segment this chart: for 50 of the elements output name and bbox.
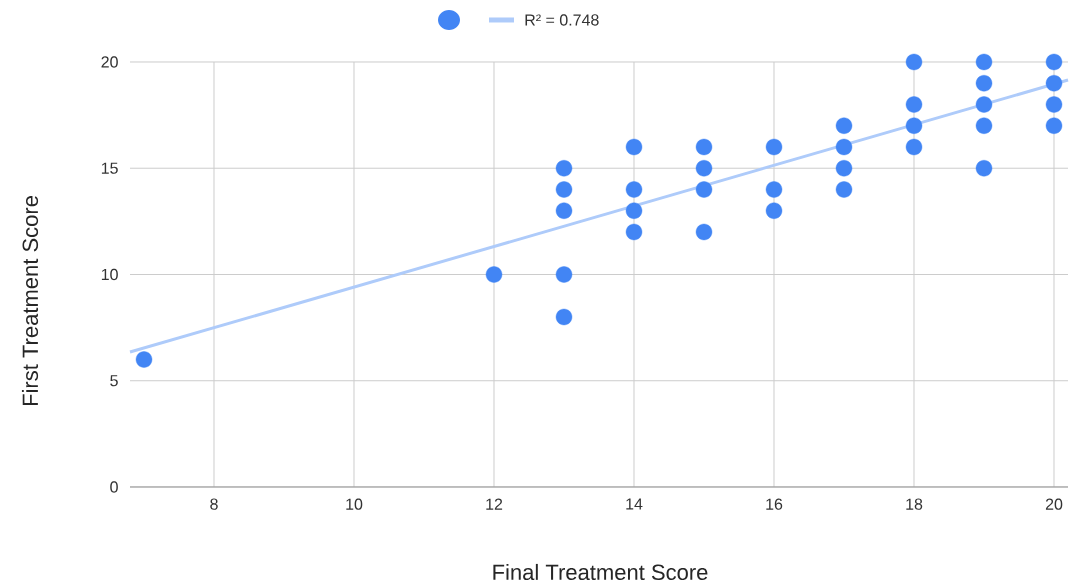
point: [625, 202, 643, 219]
point: [905, 138, 923, 156]
y-tick-label: 20: [101, 56, 118, 68]
point: [835, 138, 853, 156]
point: [555, 308, 573, 326]
point: [975, 53, 993, 71]
point: [1045, 96, 1063, 113]
point: [555, 160, 573, 177]
y-axis-title: First Treatment Score: [21, 196, 39, 406]
point: [1045, 117, 1063, 134]
x-tick-label: 10: [346, 498, 363, 510]
point: [625, 138, 643, 156]
point: [905, 117, 923, 134]
y-tick-label: 10: [101, 268, 118, 281]
x-tick-label: 14: [626, 498, 643, 510]
x-tick-label: 12: [486, 498, 503, 510]
x-tick-label: 20: [1045, 498, 1063, 510]
point: [835, 160, 853, 177]
point: [695, 181, 713, 198]
point: [555, 202, 573, 219]
point: [975, 160, 993, 177]
point: [485, 266, 503, 283]
point: [905, 53, 923, 71]
x-axis-title: Final Treatment Score: [493, 563, 708, 581]
x-tick-label: 8: [210, 498, 218, 510]
x-tick-label: 16: [766, 498, 783, 510]
legend-label: R² = 0.748: [525, 14, 599, 26]
point: [135, 351, 153, 368]
point: [975, 75, 993, 92]
point: [625, 181, 643, 198]
point: [1045, 53, 1063, 71]
y-tick-label: 15: [101, 162, 118, 174]
point: [975, 117, 993, 134]
point: [555, 266, 573, 283]
point: [695, 138, 713, 156]
point: [1045, 75, 1063, 92]
point: [695, 223, 713, 241]
point: [835, 181, 853, 198]
point: [975, 96, 993, 113]
y-tick-label: 5: [110, 375, 118, 387]
point: [765, 138, 783, 156]
point: [555, 181, 573, 198]
point: [765, 181, 783, 198]
point: [905, 96, 923, 113]
x-tick-label: 18: [906, 498, 923, 510]
point: [765, 202, 783, 219]
y-tick-label: 0: [110, 481, 118, 493]
point: [835, 117, 853, 134]
point: [695, 160, 713, 177]
point: [625, 223, 643, 241]
